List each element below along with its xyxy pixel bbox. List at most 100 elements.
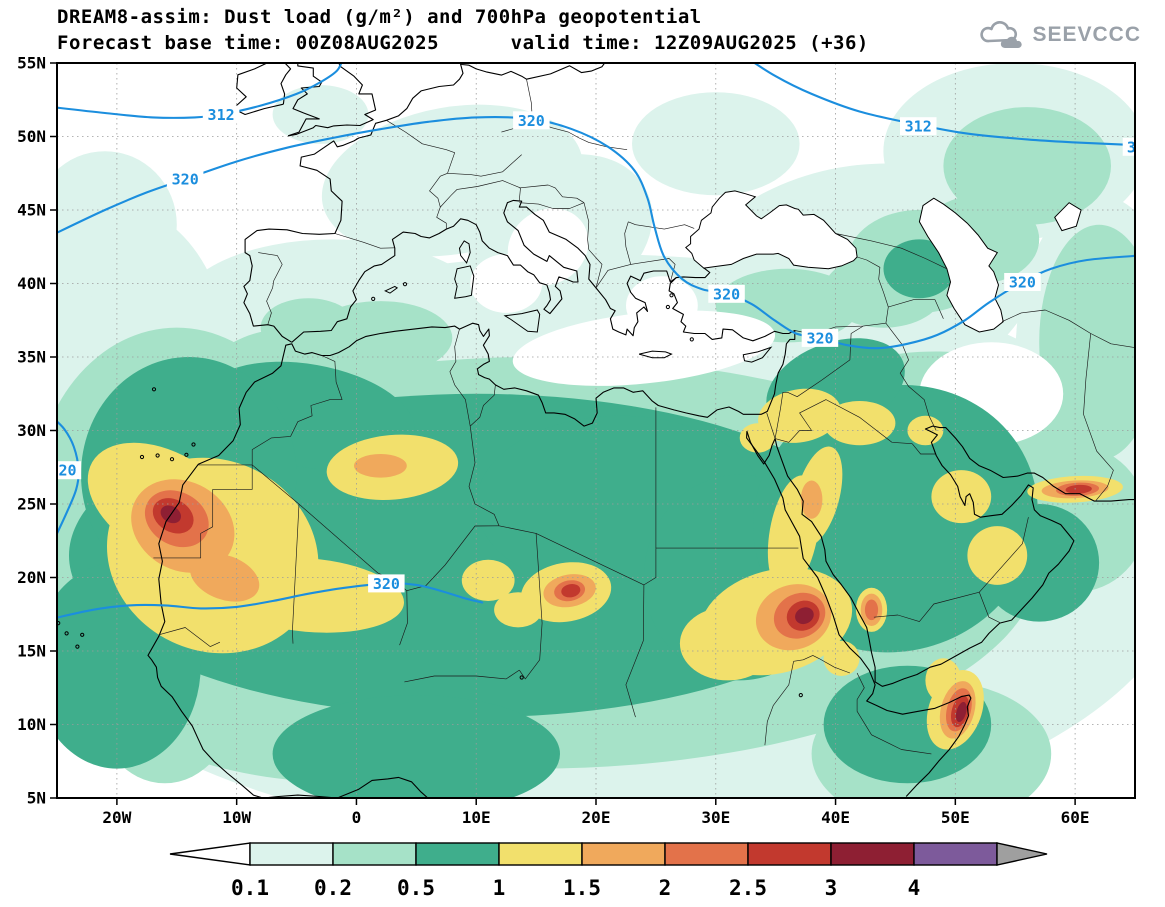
dust-region xyxy=(461,559,515,602)
contour-label: 320 xyxy=(373,575,400,593)
border-line xyxy=(911,443,935,455)
border-line xyxy=(469,384,496,427)
dust-region xyxy=(272,695,560,813)
border-line xyxy=(1001,309,1139,349)
dust-region xyxy=(823,401,896,446)
border-line xyxy=(856,699,932,755)
colorbar-segment xyxy=(332,842,417,866)
colorbar-label: 3 xyxy=(825,876,838,900)
lon-tick-label: 0 xyxy=(352,808,362,827)
contour-line xyxy=(51,116,1141,350)
lat-tick-label: 30N xyxy=(17,421,46,440)
lat-tick-label: 35N xyxy=(17,348,46,367)
border-line xyxy=(251,355,343,465)
contour-label: 3 xyxy=(1127,138,1136,156)
small-island xyxy=(64,631,69,636)
border-line xyxy=(404,669,520,683)
island-outline xyxy=(458,240,471,264)
dust-region xyxy=(864,599,879,621)
lat-tick-label: 55N xyxy=(17,54,46,73)
contour-label-mask xyxy=(801,328,839,347)
lat-tick-label: 10N xyxy=(17,715,46,734)
dust-region xyxy=(561,583,581,598)
margin-right xyxy=(1135,0,1165,907)
small-island xyxy=(689,337,694,342)
contour-label: 312 xyxy=(208,106,235,124)
dust-region xyxy=(800,480,823,519)
small-island xyxy=(169,457,175,462)
colorbar-segment xyxy=(747,842,832,866)
coastline xyxy=(280,61,292,105)
coastline xyxy=(288,60,323,137)
dust-level-3-4 xyxy=(160,505,967,723)
border-line xyxy=(766,412,776,439)
lat-tick-label: 5N xyxy=(27,789,46,808)
border-line xyxy=(1083,333,1114,502)
small-island xyxy=(669,293,674,298)
coastline xyxy=(232,61,284,116)
dust-region xyxy=(190,553,260,602)
border-line xyxy=(888,299,944,319)
colorbar: 0.1 0.2 0.5 1 1.5 2 2.5 3 4 xyxy=(169,842,1048,900)
border-line xyxy=(885,323,937,431)
small-island xyxy=(519,675,524,680)
contour-label: 312 xyxy=(905,118,932,136)
colorbar-label: 4 xyxy=(908,876,921,900)
contour-label-mask xyxy=(708,284,745,303)
dust-region xyxy=(494,592,543,628)
lon-tick-label: 20W xyxy=(102,808,131,827)
lon-tick-label: 20E xyxy=(582,808,611,827)
border-line xyxy=(468,426,500,526)
coastline xyxy=(147,408,264,799)
dust-region xyxy=(33,151,177,299)
border-line xyxy=(979,517,1029,593)
border-line xyxy=(447,154,522,177)
margin-left xyxy=(0,0,57,907)
border-line xyxy=(292,504,300,644)
sea-outline xyxy=(685,190,858,270)
dust-region xyxy=(512,310,776,386)
colorbar-segment xyxy=(830,842,915,866)
colorbar-label: 0.5 xyxy=(397,876,435,900)
lat-tick-label: 50N xyxy=(17,127,46,146)
chart-title: DREAM8-assim: Dust load (g/m²) and 700hP… xyxy=(57,6,702,28)
coastlines xyxy=(56,59,1139,800)
coastline xyxy=(746,431,776,465)
small-island xyxy=(184,452,189,457)
lon-tick-label: 60E xyxy=(1061,808,1090,827)
colorbar-label: 2 xyxy=(659,876,672,900)
contour-label-mask xyxy=(202,105,240,124)
dust-region xyxy=(943,107,1111,225)
dust-region xyxy=(955,701,967,723)
dust-region xyxy=(931,470,992,524)
contour-label-mask xyxy=(513,111,550,130)
contour-line xyxy=(51,582,484,620)
contour-label-mask xyxy=(900,117,937,136)
small-island xyxy=(402,282,408,287)
contour-line xyxy=(51,56,345,119)
border-line xyxy=(774,380,822,439)
border-line xyxy=(449,329,471,427)
water-bodies xyxy=(685,190,1082,333)
margin-top xyxy=(0,0,1165,63)
border-line xyxy=(628,221,695,230)
border-line xyxy=(153,464,253,559)
dust-region xyxy=(308,301,453,375)
colorbar-segment xyxy=(664,842,749,866)
colorbar-label: 1 xyxy=(493,876,506,900)
axes: 55N 50N 45N 40N 35N 30N 25N 20N 15N 10N 5N 20W 10W 0 1… xyxy=(17,54,1089,828)
border-line xyxy=(519,202,585,209)
border-line xyxy=(625,584,645,718)
island-outline xyxy=(742,346,773,363)
coastline xyxy=(288,59,377,137)
lon-tick-label: 40E xyxy=(821,808,850,827)
border-line xyxy=(158,627,221,647)
contour-label: 320 xyxy=(1009,274,1036,292)
dust-region xyxy=(470,254,543,313)
small-island xyxy=(665,304,671,310)
coastline xyxy=(262,776,430,800)
lon-tick-label: 50E xyxy=(941,808,970,827)
colorbar-segment xyxy=(249,842,334,866)
contour-label-mask xyxy=(368,574,405,593)
border-line xyxy=(519,533,543,680)
